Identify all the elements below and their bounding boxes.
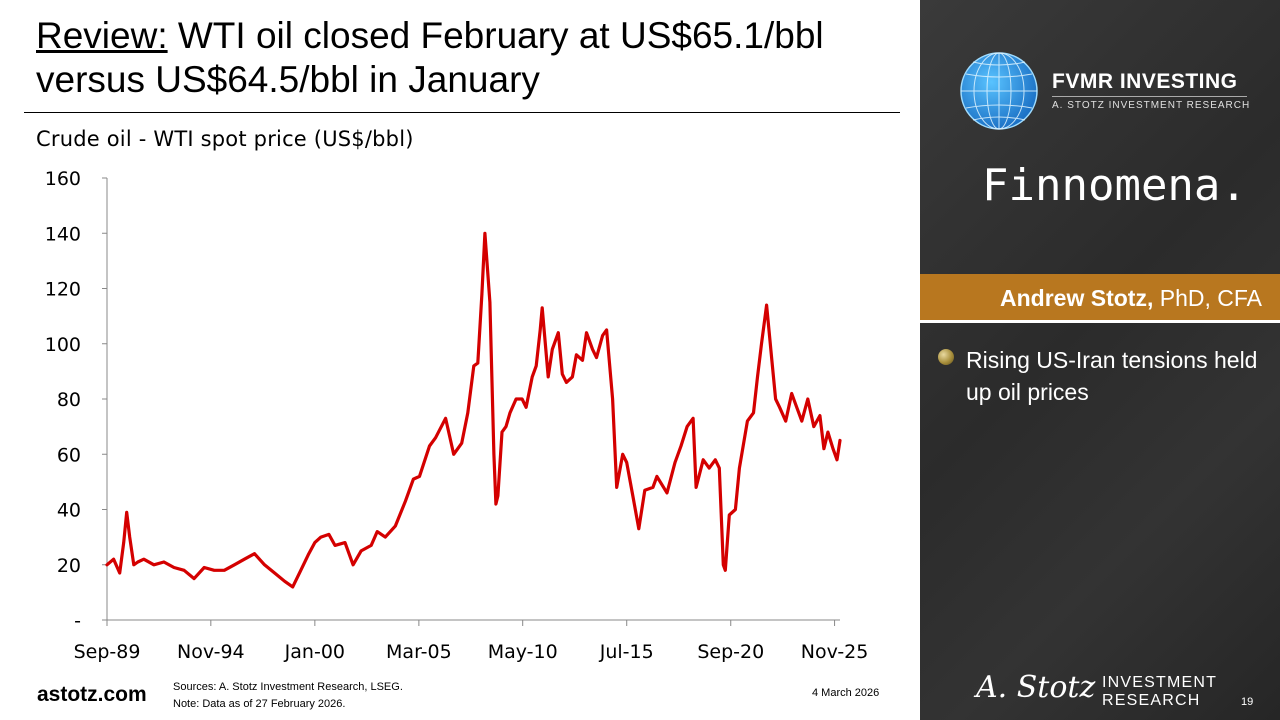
footer-website[interactable]: astotz.com [37,683,147,706]
wti-price-line [105,231,842,589]
y-tick-label: - [74,610,81,632]
author-credentials: PhD, CFA [1153,285,1262,311]
x-tick-label: Nov-94 [177,641,245,663]
slide-main: Review: WTI oil closed February at US$65… [24,14,906,713]
footer-date: 4 March 2026 [812,687,880,699]
y-tick-label: 140 [45,223,81,245]
source-line: Sources: A. Stotz Investment Research, L… [173,681,403,693]
brand-name: FVMR INVESTING [1052,70,1238,93]
signature-logo: A. Stotz [976,670,1096,705]
x-tick-label: May-10 [488,641,558,663]
research-logo-text: INVESTMENT RESEARCH [1102,674,1217,710]
chart-series [105,231,842,589]
slide-title: Review: WTI oil closed February at US$65… [36,14,906,102]
research-line-1: INVESTMENT [1102,674,1218,691]
author-banner: Andrew Stotz, PhD, CFA [920,274,1280,323]
y-tick-label: 160 [45,168,81,190]
x-tick-label: Sep-20 [697,641,764,663]
y-tick-label: 100 [45,334,81,356]
sidebar-panel: FVMR INVESTING A. STOTZ INVESTMENT RESEA… [920,0,1280,720]
x-tick-label: Nov-25 [801,641,869,663]
title-divider [24,112,900,113]
chart-ticks: - 20 40 60 80 100 120 140 160 Sep-89 Nov-94 Jan-00 M… [45,168,869,663]
page-number: 19 [1241,696,1254,708]
brand-subtitle: A. STOTZ INVESTMENT RESEARCH [1052,100,1251,111]
partner-logo: Finnomena. [982,160,1247,211]
x-tick-label: Jul-15 [599,641,654,663]
brand-divider [1052,96,1247,97]
y-tick-label: 20 [57,555,81,577]
y-tick-label: 80 [57,389,81,411]
x-tick-label: Sep-89 [74,641,141,663]
title-rest: WTI oil closed February at US$65.1/bbl v… [36,15,824,100]
x-tick-label: Mar-05 [386,641,452,663]
note-line: Note: Data as of 27 February 2026. [173,698,346,710]
author-banner-strip [920,320,1280,323]
wti-price-chart: - 20 40 60 80 100 120 140 160 Sep-89 Nov-94 Jan-00 M… [45,168,869,663]
research-line-2: RESEARCH [1102,692,1201,709]
title-highlight: Review: [36,15,168,56]
author-name: Andrew Stotz, [1000,285,1154,311]
globe-icon [960,52,1038,130]
y-tick-label: 40 [57,500,81,522]
x-tick-label: Jan-00 [284,641,345,663]
key-point: Rising US-Iran tensions held up oil pric… [966,347,1258,405]
chart-axes [106,178,840,621]
author-text: Andrew Stotz, PhD, CFA [1000,285,1262,312]
footer-sources: Sources: A. Stotz Investment Research, L… [173,679,403,713]
y-tick-label: 120 [45,279,81,301]
bullet-icon [938,349,954,365]
y-tick-label: 60 [57,444,81,466]
chart-title: Crude oil - WTI spot price (US$/bbl) [36,127,414,151]
